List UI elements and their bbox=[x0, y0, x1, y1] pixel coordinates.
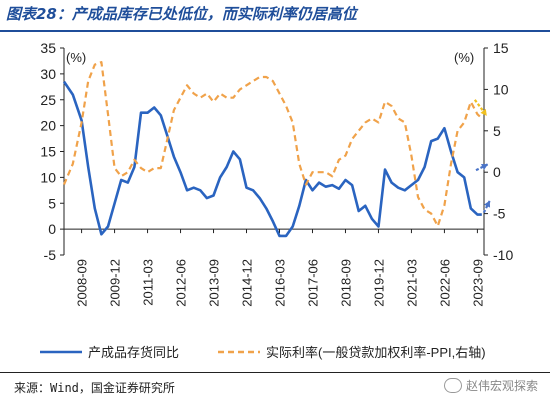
x-tick-label: 2013-09 bbox=[207, 259, 222, 307]
x-tick-label: 2018-09 bbox=[338, 259, 353, 307]
left-axis-label: (%) bbox=[66, 50, 86, 65]
wechat-icon bbox=[443, 378, 462, 393]
left-tick-label: 35 bbox=[40, 40, 56, 56]
x-tick-label: 2019-12 bbox=[371, 259, 386, 307]
left-tick-label: 10 bbox=[40, 169, 56, 185]
watermark-text: 赵伟宏观探索 bbox=[465, 379, 538, 393]
source-note: 来源：Wind，国金证券研究所 bbox=[14, 381, 175, 395]
chart-area: -5 0 5 10 15 20 25 30 35 -10 -5 0 5 10 15 (%) (%) 2008-09… bbox=[40, 40, 513, 360]
x-tick-label: 2014-12 bbox=[240, 259, 255, 307]
blue-right-arrow-head bbox=[481, 163, 488, 170]
right-tick-label: -5 bbox=[493, 206, 506, 222]
legend-inventory-label: 产成品存货同比 bbox=[88, 345, 179, 360]
right-tick-label: -10 bbox=[493, 247, 513, 263]
right-tick-label: 10 bbox=[493, 81, 509, 97]
source-divider bbox=[0, 372, 550, 373]
left-tick-label: 20 bbox=[40, 118, 56, 134]
legend-real-rate-label: 实际利率(一般贷款加权利率-PPI,右轴) bbox=[266, 345, 486, 360]
right-tick-label: 0 bbox=[493, 164, 501, 180]
x-tick-label: 2011-03 bbox=[141, 259, 156, 306]
x-tick-label: 2012-06 bbox=[174, 259, 189, 307]
title-bar: 图表28：产成品库存已处低位，而实际利率仍居高位 bbox=[0, 0, 550, 32]
left-tick-label: 25 bbox=[40, 92, 56, 108]
x-tick-label: 2023-09 bbox=[470, 259, 485, 307]
x-tick-label: 2022-06 bbox=[437, 259, 452, 307]
right-tick-label: 5 bbox=[493, 123, 501, 139]
x-tick-label: 2009-12 bbox=[108, 259, 123, 307]
right-tick-label: 15 bbox=[493, 40, 509, 56]
series-inventory-line bbox=[62, 80, 482, 238]
x-tick-label: 2021-03 bbox=[404, 259, 419, 307]
blue-up-arrow-head bbox=[484, 200, 491, 208]
x-tick-label: 2017-06 bbox=[305, 259, 320, 307]
left-tick-label: -5 bbox=[44, 247, 57, 263]
chart-title: 图表28：产成品库存已处低位，而实际利率仍居高位 bbox=[6, 5, 357, 23]
x-tick-label: 2016-03 bbox=[272, 259, 287, 307]
x-tick-label: 2008-09 bbox=[75, 259, 90, 307]
series-real-rate-line bbox=[62, 61, 483, 228]
left-tick-label: 5 bbox=[48, 195, 56, 211]
yellow-down-arrow-head bbox=[480, 108, 487, 116]
watermark: 赵伟宏观探索 bbox=[443, 377, 538, 394]
left-tick-label: 15 bbox=[40, 144, 56, 160]
left-tick-label: 30 bbox=[40, 66, 56, 82]
left-tick-label: 0 bbox=[48, 221, 56, 237]
right-axis-label: (%) bbox=[454, 50, 474, 65]
